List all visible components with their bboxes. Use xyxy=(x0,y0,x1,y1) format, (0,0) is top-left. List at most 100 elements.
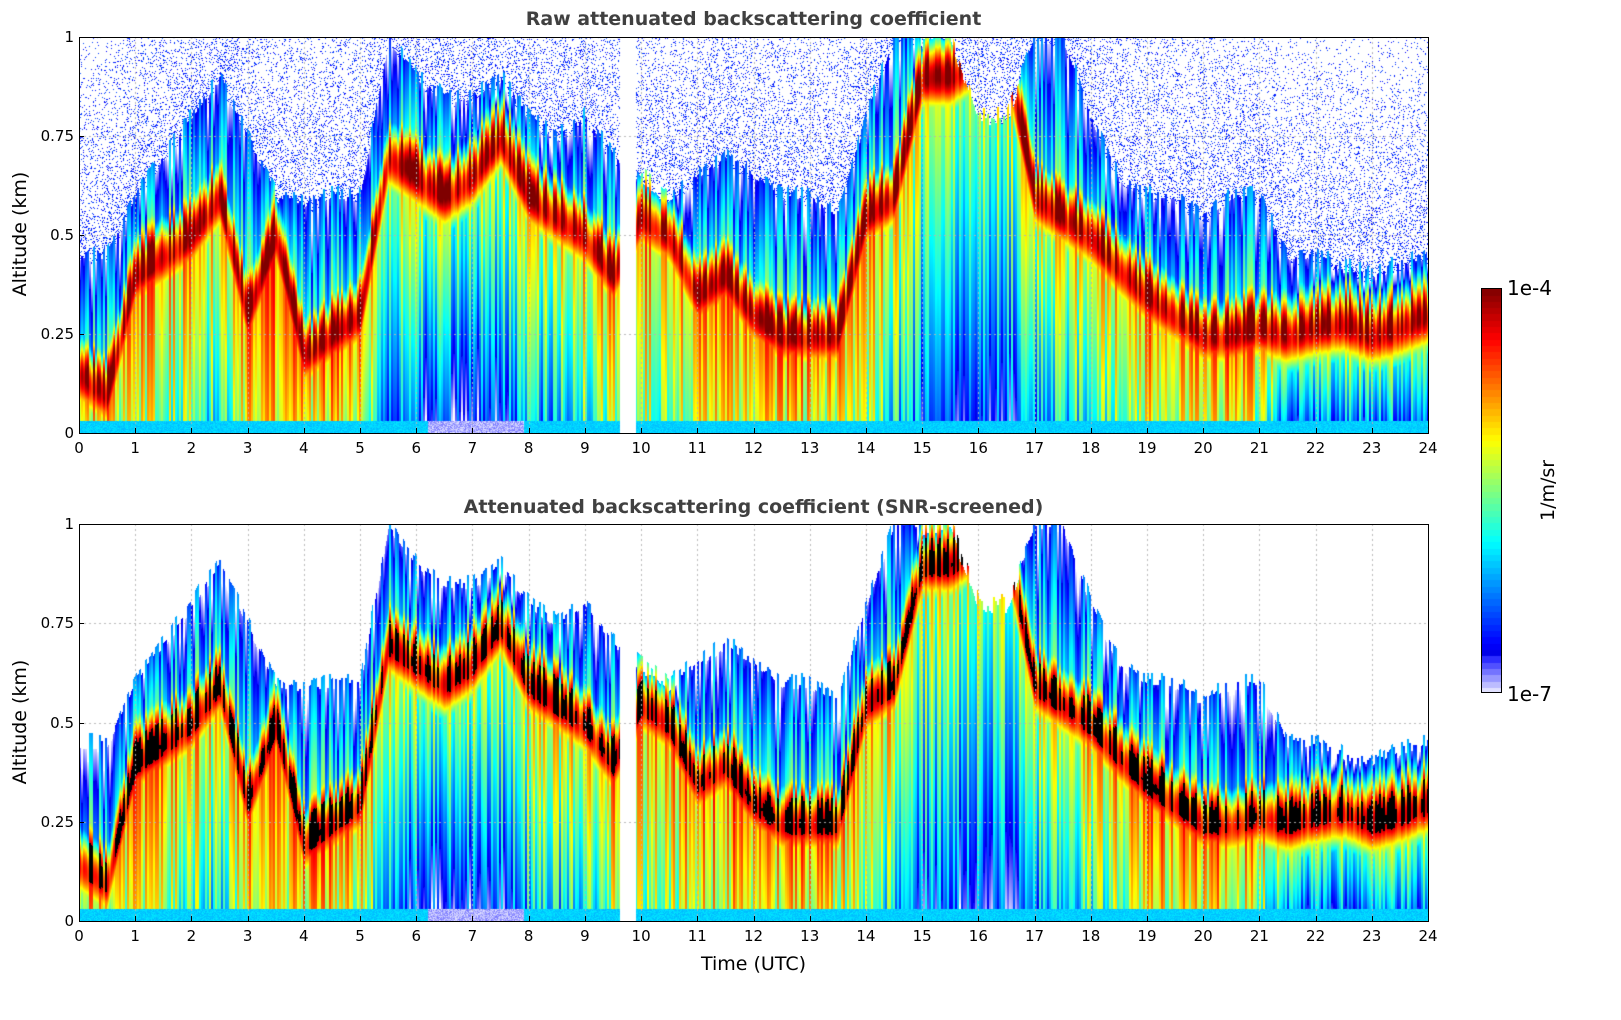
x-tick-mark xyxy=(1034,428,1036,433)
x-tick-label: 7 xyxy=(467,927,478,945)
x-tick-label: 4 xyxy=(299,927,309,945)
x-tick-label: 14 xyxy=(856,927,876,945)
x-tick-mark xyxy=(416,916,418,921)
x-tick-mark xyxy=(978,428,980,433)
x-tick-label: 21 xyxy=(1249,927,1269,945)
heatmap-2 xyxy=(79,524,1428,921)
x-tick-mark xyxy=(528,428,530,433)
y-tick-label: 0.5 xyxy=(50,226,74,244)
x-tick-mark xyxy=(697,916,699,921)
x-tick-mark xyxy=(641,916,643,921)
x-tick-mark xyxy=(416,428,418,433)
x-tick-mark xyxy=(1315,916,1317,921)
x-tick-mark xyxy=(641,428,643,433)
x-tick-label: 6 xyxy=(411,927,422,945)
x-tick-mark xyxy=(135,428,137,433)
x-tick-mark xyxy=(191,916,193,921)
y-tick-mark xyxy=(79,921,84,922)
x-tick-label: 16 xyxy=(968,927,988,945)
y-tick-mark xyxy=(79,37,84,38)
x-tick-mark xyxy=(1203,428,1205,433)
x-tick-mark xyxy=(472,428,474,433)
x-tick-mark xyxy=(191,428,193,433)
y-tick-label: 0 xyxy=(64,912,74,930)
x-tick-label: 12 xyxy=(743,927,764,945)
x-tick-mark xyxy=(922,916,924,921)
y-tick-label: 0.5 xyxy=(50,713,74,732)
x-tick-label: 3 xyxy=(242,927,253,945)
x-tick-mark xyxy=(247,428,249,433)
x-tick-mark xyxy=(584,428,586,433)
x-tick-label: 17 xyxy=(1024,439,1045,457)
x-tick-mark xyxy=(528,916,530,921)
x-tick-label: 12 xyxy=(743,439,764,457)
x-tick-label: 16 xyxy=(968,439,988,457)
x-tick-label: 20 xyxy=(1193,439,1213,457)
x-tick-mark xyxy=(922,428,924,433)
x-tick-label: 1 xyxy=(130,439,140,457)
x-tick-label: 13 xyxy=(800,439,820,457)
x-tick-label: 21 xyxy=(1249,439,1269,457)
x-tick-label: 13 xyxy=(800,927,820,945)
x-tick-label: 15 xyxy=(912,927,932,945)
y-tick-label: 0 xyxy=(64,424,74,442)
x-tick-label: 15 xyxy=(912,439,932,457)
x-tick-mark xyxy=(247,916,249,921)
x-tick-label: 2 xyxy=(186,439,197,457)
x-tick-mark xyxy=(1315,428,1317,433)
y-tick-mark xyxy=(79,433,84,434)
x-tick-label: 6 xyxy=(411,439,422,457)
x-tick-label: 20 xyxy=(1193,927,1213,945)
x-tick-mark xyxy=(1371,428,1373,433)
y-tick-mark xyxy=(79,524,84,525)
x-tick-mark xyxy=(865,916,867,921)
x-tick-mark xyxy=(1090,916,1092,921)
y-tick-label: 0.75 xyxy=(40,614,74,633)
x-tick-mark xyxy=(1259,916,1261,921)
x-tick-mark xyxy=(1371,916,1373,921)
y-axis-label-2: Altitude (km) xyxy=(9,659,31,784)
x-tick-label: 11 xyxy=(687,927,707,945)
x-tick-label: 2 xyxy=(186,927,197,945)
colorbar-min-label: 1e-7 xyxy=(1507,682,1552,706)
y-tick-mark xyxy=(79,334,84,335)
x-tick-label: 5 xyxy=(355,439,365,457)
x-tick-mark xyxy=(753,916,755,921)
x-tick-mark xyxy=(360,428,362,433)
y-tick-mark xyxy=(79,623,84,625)
y-tick-label: 0.25 xyxy=(40,812,74,831)
x-tick-mark xyxy=(472,916,474,921)
colorbar-gradient xyxy=(1481,288,1502,693)
y-tick-label: 1 xyxy=(64,28,74,46)
colorbar xyxy=(1481,288,1502,693)
x-tick-mark xyxy=(584,916,586,921)
y-tick-label: 1 xyxy=(64,515,74,533)
x-tick-label: 0 xyxy=(74,439,84,457)
x-tick-mark xyxy=(1034,916,1036,921)
y-tick-mark xyxy=(79,722,84,724)
x-tick-label: 18 xyxy=(1081,439,1101,457)
x-tick-label: 19 xyxy=(1137,927,1157,945)
x-tick-label: 10 xyxy=(631,439,651,457)
x-tick-label: 9 xyxy=(580,927,590,945)
x-tick-label: 24 xyxy=(1418,439,1438,457)
x-tick-label: 11 xyxy=(687,439,707,457)
colorbar-max-label: 1e-4 xyxy=(1507,276,1552,300)
x-tick-mark xyxy=(1203,916,1205,921)
x-tick-mark xyxy=(697,428,699,433)
plot-title-2: Attenuated backscattering coefficient (S… xyxy=(463,496,1044,518)
x-tick-label: 4 xyxy=(299,439,309,457)
y-axis-label-1: Altitude (km) xyxy=(9,171,31,297)
x-tick-mark xyxy=(1146,916,1148,921)
x-tick-mark xyxy=(865,428,867,433)
x-tick-label: 0 xyxy=(74,927,84,945)
x-tick-label: 23 xyxy=(1362,439,1382,457)
x-tick-label: 24 xyxy=(1418,927,1438,945)
x-tick-label: 19 xyxy=(1137,439,1157,457)
plot-title-1: Raw attenuated backscattering coefficien… xyxy=(525,8,982,30)
x-axis-label: Time (UTC) xyxy=(700,953,807,975)
y-tick-mark xyxy=(79,821,84,823)
y-tick-label: 0.75 xyxy=(40,127,74,145)
x-tick-label: 17 xyxy=(1024,927,1045,945)
x-tick-label: 22 xyxy=(1306,439,1326,457)
